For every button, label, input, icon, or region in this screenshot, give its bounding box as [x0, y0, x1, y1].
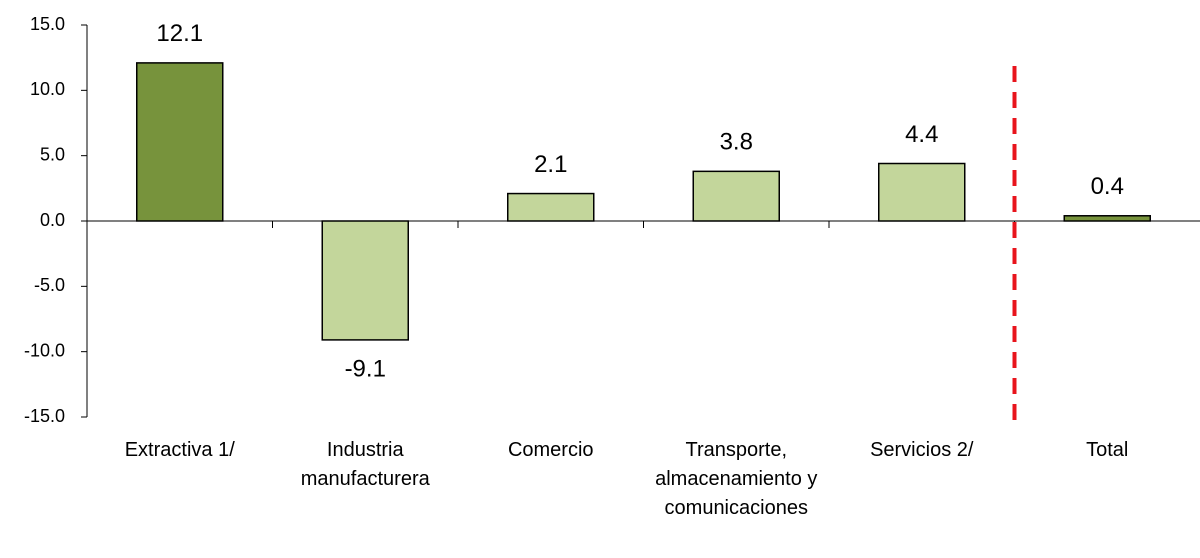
- y-tick-label: 10.0: [30, 79, 65, 99]
- y-tick-label: -5.0: [34, 275, 65, 295]
- bar: [507, 192, 595, 222]
- x-tick-label: Industria manufacturera: [300, 439, 430, 490]
- data-label: 4.4: [905, 121, 938, 148]
- x-tick-label: Total: [1086, 439, 1129, 461]
- data-label: 12.1: [156, 20, 203, 47]
- data-label: 0.4: [1091, 173, 1124, 200]
- x-tick-label: Comercio: [507, 439, 594, 461]
- y-tick-label: -10.0: [24, 340, 65, 360]
- bar: [1063, 215, 1151, 222]
- y-tick-label: 0.0: [40, 210, 65, 230]
- y-tick-label: -15.0: [24, 406, 65, 426]
- bar: [136, 62, 224, 222]
- x-tick-label: Servicios 2/: [870, 439, 974, 461]
- x-tick-label: Transporte, almacenamiento y comunicacio…: [655, 439, 818, 519]
- data-label: 3.8: [720, 129, 753, 156]
- x-tick-label: Extractiva 1/: [124, 439, 235, 461]
- bar: [321, 220, 409, 341]
- bar: [878, 162, 966, 222]
- bar: [692, 170, 780, 222]
- data-label: 2.1: [534, 151, 567, 178]
- data-label: -9.1: [345, 355, 386, 382]
- y-tick-label: 5.0: [40, 144, 65, 164]
- y-tick-label: 15.0: [30, 14, 65, 34]
